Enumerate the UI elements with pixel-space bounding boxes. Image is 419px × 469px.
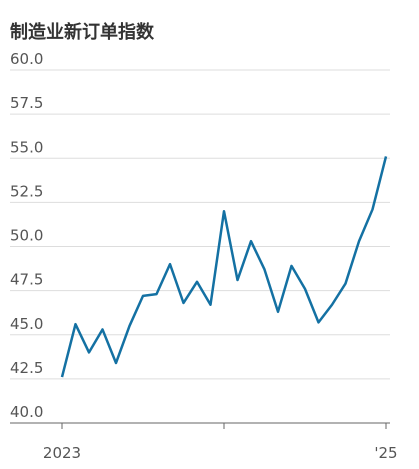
chart-title: 制造业新订单指数 — [10, 21, 155, 43]
x-tick-label: '25 — [374, 444, 397, 462]
y-tick-label: 50.0 — [10, 227, 43, 245]
y-tick-label: 55.0 — [10, 138, 43, 156]
y-tick-label: 60.0 — [10, 50, 43, 68]
y-tick-label: 40.0 — [10, 403, 43, 421]
y-tick-label: 47.5 — [10, 271, 43, 289]
y-tick-label: 52.5 — [10, 182, 43, 200]
data-line — [60, 156, 388, 378]
y-tick-label: 45.0 — [10, 315, 43, 333]
y-tick-label: 57.5 — [10, 94, 43, 112]
y-tick-label: 42.5 — [10, 359, 43, 377]
x-tick-label: 2023 — [43, 444, 81, 462]
